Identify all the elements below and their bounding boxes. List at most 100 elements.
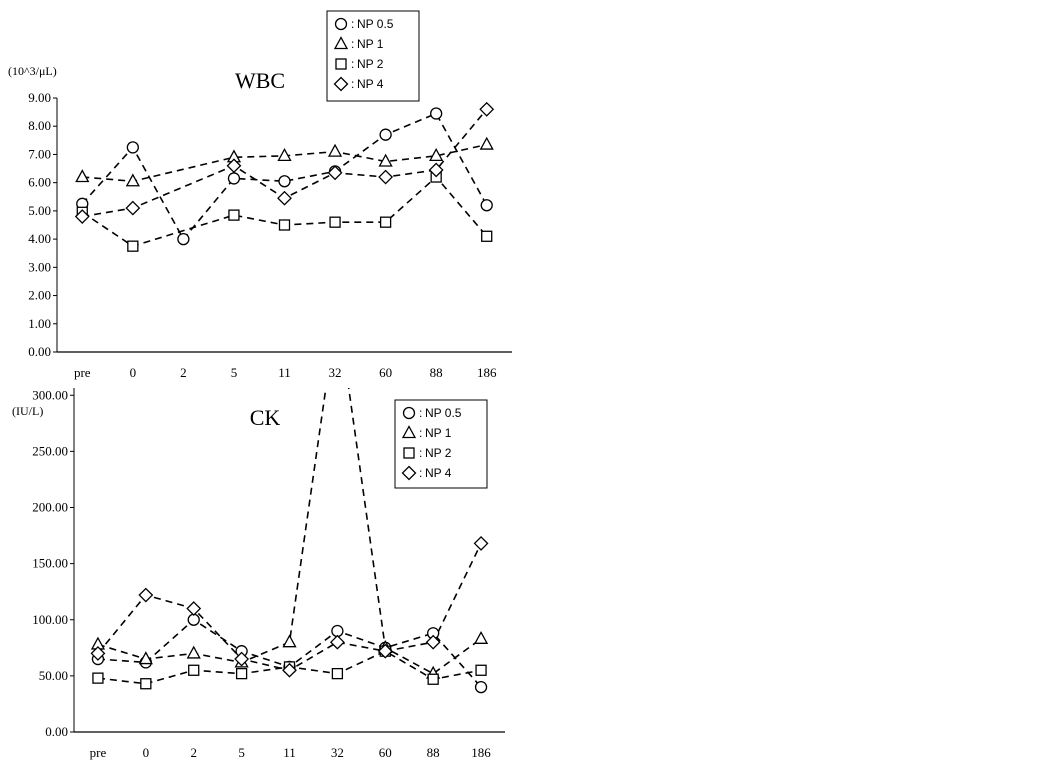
legend-marker-circle	[334, 17, 348, 31]
data-point-circle	[379, 128, 392, 141]
series-line-1	[81, 112, 488, 241]
data-point-triangle	[479, 136, 494, 150]
data-point-diamond	[377, 643, 393, 659]
data-point-diamond	[282, 662, 297, 678]
legend-label: NP 2	[357, 57, 384, 71]
legend-label: NP 4	[425, 466, 452, 480]
legend-separator: :	[351, 37, 354, 51]
x-tick-label: 88	[427, 745, 440, 760]
data-point-diamond	[138, 587, 154, 603]
legend-marker-square	[403, 447, 415, 459]
chart-panel-1: 0.00 1.00 2.00 3.00 4.00 5.00 6.00 7.00 8.00 9.00…	[8, 10, 512, 380]
series-line-3	[81, 175, 488, 248]
data-point-triangle	[282, 634, 297, 648]
legend-separator: :	[351, 77, 354, 91]
data-point-square	[379, 216, 392, 228]
data-point-triangle	[138, 651, 153, 665]
data-point-circle	[474, 680, 488, 694]
data-point-diamond	[125, 200, 141, 216]
y-axis-unit: (10^3/μL)	[8, 64, 57, 78]
y-tick-label: 300.00	[32, 388, 68, 402]
data-point-diamond	[234, 651, 250, 667]
x-tick-label: 11	[283, 745, 296, 760]
x-tick-label: 11	[278, 365, 291, 380]
legend-separator: :	[351, 17, 354, 31]
data-point-triangle	[327, 143, 343, 157]
data-point-square	[329, 216, 341, 228]
data-point-triangle	[277, 147, 292, 162]
x-tick-label: 2	[180, 365, 187, 380]
data-point-diamond	[277, 190, 292, 206]
x-tick-label: 32	[329, 365, 342, 380]
data-point-diamond	[74, 209, 90, 224]
y-tick-label: 1.00	[28, 316, 51, 331]
data-point-square	[331, 667, 344, 680]
legend-separator: :	[419, 426, 422, 440]
data-point-triangle	[186, 645, 201, 659]
legend-label: NP 4	[357, 77, 384, 91]
legend-label: NP 0.5	[425, 406, 462, 420]
data-point-square	[481, 230, 493, 242]
data-point-circle	[126, 141, 139, 154]
x-tick-label: 32	[331, 745, 344, 760]
legend-marker-circle	[402, 406, 416, 420]
y-tick-label: 7.00	[28, 146, 51, 161]
x-tick-label: pre	[90, 745, 107, 760]
y-tick-label: 8.00	[28, 118, 51, 133]
legend-separator: :	[419, 406, 422, 420]
x-tick-label: 186	[477, 365, 497, 380]
y-tick-label: 6.00	[28, 175, 51, 190]
x-tick-label: 60	[379, 745, 392, 760]
x-tick-label: 5	[238, 745, 245, 760]
data-point-square	[427, 673, 439, 685]
data-point-diamond	[186, 601, 202, 616]
data-point-diamond	[479, 101, 495, 117]
legend-label: NP 1	[357, 37, 384, 51]
x-tick-label: 60	[379, 365, 392, 380]
data-point-square	[188, 664, 200, 676]
chart-title: CK	[250, 405, 281, 430]
data-point-square	[140, 678, 152, 690]
x-tick-label: 88	[430, 365, 443, 380]
data-point-circle	[480, 199, 493, 212]
x-tick-label: 186	[471, 745, 491, 760]
chart-panel-3: 0.00 50.00 100.00 150.00 200.00 250.00 300.00 3…	[12, 388, 505, 760]
x-tick-label: 0	[143, 745, 150, 760]
data-point-diamond	[473, 536, 489, 551]
y-tick-label: 9.00	[28, 90, 51, 105]
y-tick-label: 5.00	[28, 203, 51, 218]
data-point-triangle	[75, 169, 90, 183]
y-tick-label: 250.00	[32, 443, 68, 458]
x-tick-label: 2	[190, 745, 197, 760]
data-point-diamond	[378, 169, 394, 185]
x-tick-label: 0	[130, 365, 137, 380]
data-point-square	[475, 664, 487, 676]
data-point-square	[228, 209, 240, 221]
data-point-square	[127, 240, 139, 252]
data-point-circle	[177, 232, 190, 246]
chart-panel-2: 0.001.002.003.004.005.006.007.008.009.00…	[530, 0, 1061, 388]
data-point-diamond	[425, 634, 441, 650]
data-point-triangle	[378, 153, 393, 167]
data-point-diamond	[226, 158, 242, 174]
x-tick-label: pre	[74, 365, 91, 380]
data-point-triangle	[125, 173, 140, 187]
data-point-square	[92, 672, 104, 684]
legend-separator: :	[419, 466, 422, 480]
series-line-2	[82, 143, 487, 183]
legend-marker-diamond	[333, 76, 349, 92]
data-point-circle	[227, 172, 241, 185]
data-point-circle	[430, 107, 443, 120]
y-tick-label: 50.00	[39, 668, 68, 683]
data-point-triangle	[429, 147, 444, 162]
data-point-diamond	[329, 634, 345, 650]
data-point-square	[235, 667, 248, 680]
legend-separator: :	[419, 446, 422, 460]
legend-marker-triangle	[401, 425, 417, 439]
legend-marker-diamond	[401, 465, 417, 481]
legend-label: NP 2	[425, 446, 452, 460]
data-point-diamond	[90, 646, 106, 661]
chart-title: WBC	[235, 68, 285, 93]
data-point-square	[278, 219, 291, 231]
